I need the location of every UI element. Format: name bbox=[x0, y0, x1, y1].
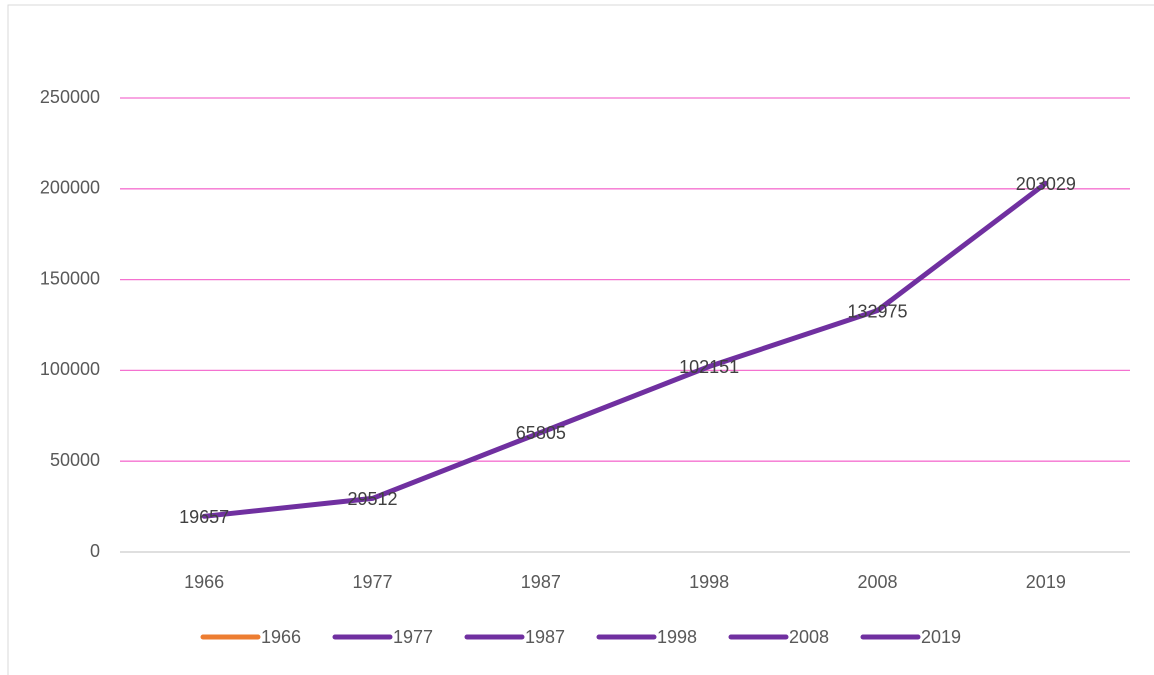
data-label: 29512 bbox=[347, 489, 397, 509]
data-label: 65805 bbox=[516, 423, 566, 443]
y-tick-label: 50000 bbox=[50, 450, 100, 470]
x-tick-label: 2008 bbox=[857, 572, 897, 592]
legend-label: 2008 bbox=[789, 627, 829, 647]
y-tick-label: 100000 bbox=[40, 359, 100, 379]
chart-frame bbox=[7, 4, 1154, 675]
x-tick-label: 2019 bbox=[1026, 572, 1066, 592]
legend-label: 1966 bbox=[261, 627, 301, 647]
legend-label: 1977 bbox=[393, 627, 433, 647]
data-label: 19657 bbox=[179, 507, 229, 527]
x-tick-label: 1966 bbox=[184, 572, 224, 592]
y-tick-label: 0 bbox=[90, 541, 100, 561]
y-tick-label: 150000 bbox=[40, 268, 100, 288]
legend-label: 2019 bbox=[921, 627, 961, 647]
data-label: 132975 bbox=[847, 301, 907, 321]
data-label: 203029 bbox=[1016, 174, 1076, 194]
y-tick-label: 200000 bbox=[40, 178, 100, 198]
legend-label: 1998 bbox=[657, 627, 697, 647]
data-label: 102151 bbox=[679, 357, 739, 377]
x-tick-label: 1998 bbox=[689, 572, 729, 592]
legend-label: 1987 bbox=[525, 627, 565, 647]
x-tick-label: 1977 bbox=[352, 572, 392, 592]
y-tick-label: 250000 bbox=[40, 87, 100, 107]
line bbox=[201, 180, 1049, 519]
x-tick-label: 1987 bbox=[521, 572, 561, 592]
